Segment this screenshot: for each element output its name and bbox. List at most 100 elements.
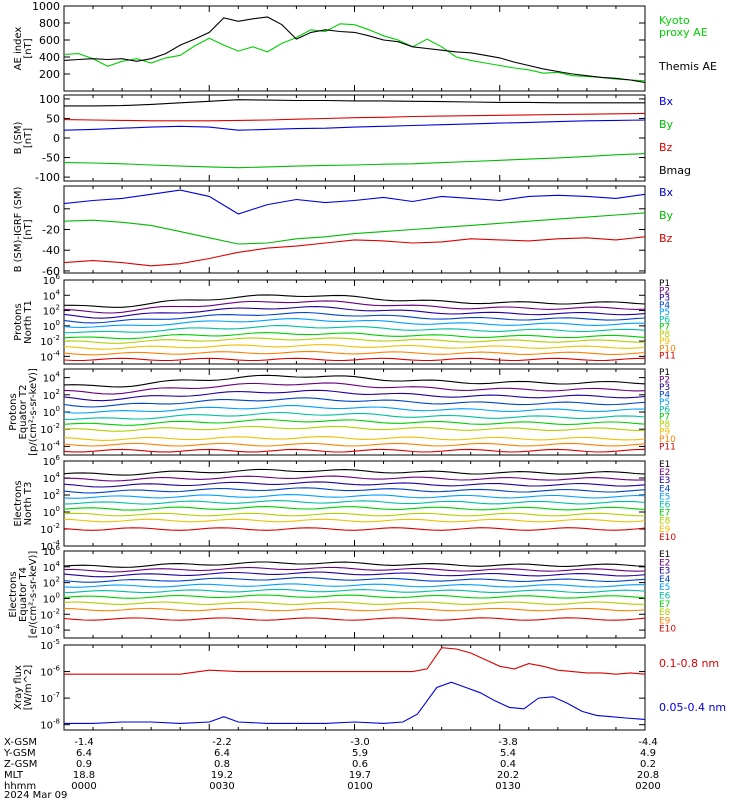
y-axis-label: B (SM)-IGRF (SM) [13, 187, 24, 273]
y-tick-label: 102 [43, 576, 60, 590]
footer-value: 19.2 [210, 770, 234, 781]
footer-date: 2024 Mar 09 [4, 790, 68, 801]
y-tick-label: 10-2 [40, 422, 60, 436]
legend-label: Themis AE [658, 60, 717, 73]
series-line [64, 99, 645, 107]
legend-label: Bz [659, 232, 673, 245]
series-line [63, 119, 646, 131]
footer-value: -1.4 [74, 737, 94, 748]
legend-label: P9 [659, 428, 670, 438]
y-tick-label: 10-2 [40, 334, 60, 348]
y-tick-label: 106 [43, 454, 61, 468]
footer-value: 20.8 [636, 770, 660, 781]
y-tick-label: 100 [43, 505, 60, 519]
y-tick-label: -20 [42, 224, 60, 237]
series-line [63, 350, 646, 356]
panel-frame [63, 550, 646, 639]
footer-value: 5.4 [500, 748, 516, 759]
footer-value: 19.7 [348, 770, 372, 781]
legend-label: P1 [659, 279, 670, 289]
y-tick-label: 1000 [32, 0, 60, 13]
legend-label: E3 [659, 476, 670, 486]
footer-value: 5.9 [352, 748, 368, 759]
legend-label: Bx [659, 186, 674, 199]
series-line [63, 518, 646, 523]
legend-label: E8 [659, 517, 671, 527]
series-line [63, 16, 646, 84]
y-axis-label: [nT] [23, 128, 34, 148]
legend-label: E2 [659, 558, 670, 568]
series-line [63, 601, 645, 605]
legend-label: P6 [659, 405, 670, 415]
y-tick-label: 10-4 [40, 439, 60, 453]
panel-frame [63, 644, 646, 731]
legend-label: P5 [659, 308, 670, 318]
series-line [63, 325, 646, 334]
legend-label: P10 [659, 435, 676, 445]
series-line [63, 23, 646, 82]
y-tick-label: 104 [43, 371, 61, 385]
legend-label: P11 [659, 443, 676, 453]
legend-label: E6 [659, 501, 671, 511]
legend-label: P4 [659, 301, 670, 311]
footer-value: -3.8 [498, 737, 518, 748]
series-line [63, 411, 646, 421]
y-tick-label: 10-2 [40, 607, 60, 621]
y-tick-label: 106 [43, 544, 61, 558]
legend-label: P11 [659, 352, 676, 362]
series-line [63, 374, 646, 388]
series-line [64, 647, 646, 675]
footer-value: 0200 [635, 781, 661, 792]
series-line [63, 500, 646, 505]
y-tick-label: 10-6 [40, 665, 60, 679]
series-line [63, 487, 646, 494]
footer-value: 0.8 [214, 759, 230, 770]
footer-value: 20.2 [496, 770, 520, 781]
legend-label: P3 [659, 383, 670, 393]
legend-label: P2 [659, 286, 670, 296]
legend-label: P8 [659, 420, 670, 430]
footer-value: 0000 [71, 781, 97, 792]
footer-value: 0.2 [640, 759, 656, 770]
series-line [63, 389, 646, 402]
y-tick-label: 10-8 [40, 718, 60, 732]
legend-label: Bx [659, 95, 674, 108]
y-tick-label: 100 [43, 319, 60, 333]
legend-label: P4 [659, 390, 670, 400]
legend-label: proxy AE [659, 26, 708, 39]
legend-label: P1 [659, 368, 670, 378]
y-tick-label: 100 [43, 405, 60, 419]
legend-label: 0.1-0.8 nm [659, 657, 719, 670]
series-line [63, 189, 646, 215]
legend-label: E1 [659, 550, 670, 560]
series-line [63, 357, 646, 362]
y-tick-label: 0 [53, 132, 60, 145]
footer-value: 0130 [495, 781, 521, 792]
y-axis-label: Equator T2 [18, 385, 29, 440]
series-line [63, 436, 646, 441]
series-line [63, 494, 646, 499]
legend-label: E7 [659, 509, 670, 519]
y-axis-label: North T1 [23, 300, 34, 344]
y-tick-label: 10-7 [40, 691, 60, 705]
legend-label: E10 [659, 533, 676, 543]
y-tick-label: -60 [42, 265, 60, 278]
series-line [64, 681, 646, 724]
series-line [63, 344, 646, 350]
y-tick-label: 102 [43, 388, 60, 402]
series-line [63, 468, 646, 476]
legend-label: E2 [659, 468, 670, 478]
series-line [63, 588, 646, 594]
y-axis-label: B (SM) [13, 121, 24, 154]
y-axis-label: Protons [8, 393, 19, 430]
series-line [63, 527, 646, 531]
series-line [63, 337, 646, 344]
series-line [63, 442, 646, 447]
series-line [63, 153, 646, 169]
y-axis-label: [W/m^2] [23, 665, 34, 711]
footer-value: -2.2 [212, 737, 232, 748]
